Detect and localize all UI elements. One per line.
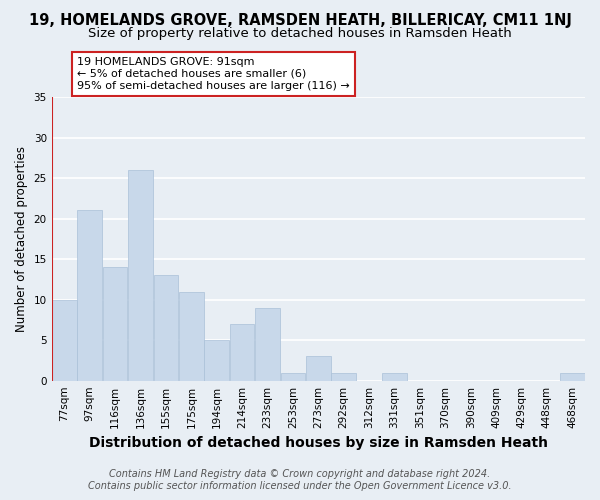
Bar (382, 372, 407, 380)
Bar (560, 372, 584, 380)
Bar (281, 372, 305, 380)
Bar (331, 372, 356, 380)
Bar (103, 267, 127, 380)
Y-axis label: Number of detached properties: Number of detached properties (15, 146, 28, 332)
Bar (255, 308, 280, 380)
X-axis label: Distribution of detached houses by size in Ramsden Heath: Distribution of detached houses by size … (89, 436, 548, 450)
Text: Size of property relative to detached houses in Ramsden Heath: Size of property relative to detached ho… (88, 28, 512, 40)
Text: Contains HM Land Registry data © Crown copyright and database right 2024.
Contai: Contains HM Land Registry data © Crown c… (88, 470, 512, 491)
Bar (154, 276, 178, 380)
Text: 19, HOMELANDS GROVE, RAMSDEN HEATH, BILLERICAY, CM11 1NJ: 19, HOMELANDS GROVE, RAMSDEN HEATH, BILL… (29, 12, 571, 28)
Bar (306, 356, 331, 380)
Bar (52, 300, 77, 380)
Bar (77, 210, 102, 380)
Bar (230, 324, 254, 380)
Bar (128, 170, 153, 380)
Text: 19 HOMELANDS GROVE: 91sqm
← 5% of detached houses are smaller (6)
95% of semi-de: 19 HOMELANDS GROVE: 91sqm ← 5% of detach… (77, 58, 350, 90)
Bar (179, 292, 203, 380)
Bar (205, 340, 229, 380)
